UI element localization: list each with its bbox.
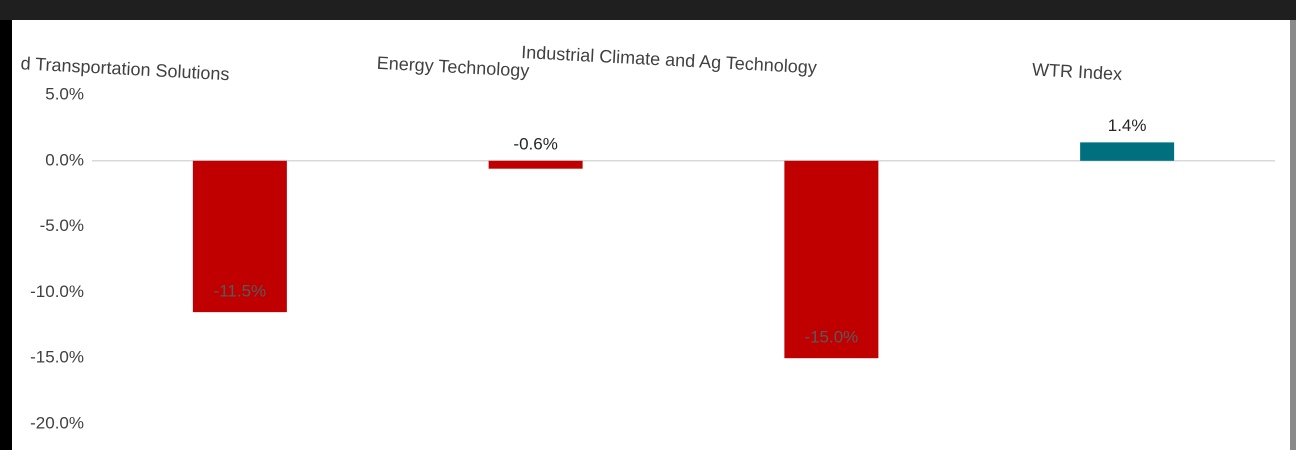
value-label: -15.0% bbox=[804, 328, 858, 347]
bar bbox=[488, 160, 583, 169]
y-tick-label: -10.0% bbox=[30, 282, 84, 301]
y-tick-label: 5.0% bbox=[45, 84, 84, 103]
bar bbox=[192, 160, 287, 313]
bar bbox=[784, 160, 879, 359]
y-tick-label: -15.0% bbox=[30, 348, 84, 367]
value-label: -0.6% bbox=[513, 134, 557, 153]
category-label: WTR Index bbox=[1032, 59, 1123, 84]
y-tick-label: 0.0% bbox=[45, 150, 84, 169]
value-label: 1.4% bbox=[1108, 116, 1147, 135]
top-bar bbox=[0, 0, 1296, 20]
y-tick-label: -5.0% bbox=[40, 216, 84, 235]
y-tick-label: -20.0% bbox=[30, 413, 84, 432]
value-label: -11.5% bbox=[214, 282, 267, 301]
left-strip bbox=[0, 20, 12, 450]
right-edge bbox=[1290, 20, 1296, 450]
bar bbox=[1080, 142, 1175, 161]
